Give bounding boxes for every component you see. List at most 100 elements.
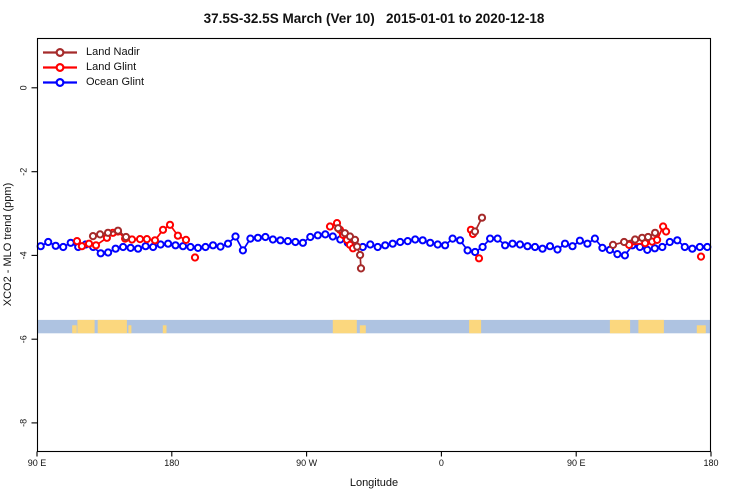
data-point-ocean-glint — [366, 240, 375, 249]
data-point-ocean-glint — [216, 242, 225, 251]
map-strip-land-patch — [696, 325, 706, 334]
data-point-ocean-glint — [268, 235, 277, 244]
data-point-land-glint — [84, 239, 94, 248]
y-tick-label: -4 — [19, 251, 29, 259]
data-point-ocean-glint — [306, 232, 315, 242]
y-tick-label: -8 — [19, 419, 29, 427]
data-point-ocean-glint — [44, 237, 53, 247]
data-point-ocean-glint — [515, 240, 525, 249]
data-point-ocean-glint — [156, 240, 165, 249]
data-point-ocean-glint — [695, 242, 704, 252]
map-strip-land-patch — [77, 319, 95, 334]
data-point-ocean-glint — [104, 248, 113, 257]
data-point-ocean-glint — [590, 234, 600, 243]
data-point-ocean-glint — [149, 242, 158, 252]
x-tick-label: 180 — [164, 458, 179, 468]
data-point-ocean-glint — [456, 236, 465, 245]
x-tick-label: 90 E — [28, 458, 47, 468]
data-point-land-glint — [662, 227, 671, 236]
x-tick-label: 0 — [439, 458, 444, 468]
legend-circle — [55, 62, 65, 73]
data-point-ocean-glint — [178, 242, 188, 251]
data-point-ocean-glint — [560, 239, 570, 248]
data-point-ocean-glint — [381, 241, 390, 250]
data-point-ocean-glint — [59, 242, 68, 252]
data-point-ocean-glint — [291, 237, 300, 247]
data-point-ocean-glint — [650, 244, 659, 253]
data-point-land-glint — [150, 236, 160, 245]
data-point-ocean-glint — [530, 242, 540, 252]
data-point-ocean-glint — [471, 247, 480, 257]
data-point-land-glint — [135, 235, 145, 244]
data-point-ocean-glint — [493, 234, 502, 243]
data-point-land-nadir — [350, 235, 360, 244]
data-point-land-glint — [72, 237, 82, 246]
data-point-land-nadir — [608, 240, 618, 249]
y-ticks — [31, 87, 37, 424]
data-point-land-glint — [474, 254, 484, 263]
data-point-ocean-glint — [658, 242, 667, 252]
data-point-land-glint — [158, 225, 168, 234]
map-strip-land-patch — [359, 325, 366, 334]
data-point-land-glint — [696, 252, 706, 261]
data-point-land-nadir — [121, 232, 131, 242]
data-point-ocean-glint — [673, 236, 682, 245]
data-point-ocean-glint — [703, 242, 712, 252]
plot-border — [36, 37, 712, 453]
data-point-ocean-glint — [261, 232, 270, 242]
data-point-ocean-glint — [598, 243, 607, 252]
data-point-ocean-glint — [111, 244, 120, 253]
data-point-ocean-glint — [373, 242, 382, 252]
data-point-ocean-glint — [418, 236, 427, 245]
data-point-ocean-glint — [66, 238, 75, 247]
data-point-ocean-glint — [201, 242, 210, 252]
data-point-ocean-glint — [141, 242, 150, 251]
data-point-ocean-glint — [545, 242, 555, 251]
legend: Land Nadir Land Glint Ocean Glint — [42, 45, 144, 90]
y-tick-labels: 0 -2 -4 -6 -8 — [19, 85, 29, 427]
data-point-land-nadir — [477, 213, 487, 222]
data-point-land-nadir — [356, 264, 366, 273]
data-point-ocean-glint — [620, 251, 630, 260]
data-point-land-glint — [142, 235, 151, 244]
map-strip-land-patch — [97, 319, 127, 334]
data-point-ocean-glint — [246, 234, 255, 243]
y-tick-label: -2 — [19, 168, 29, 176]
data-point-ocean-glint — [680, 242, 689, 252]
data-point-ocean-glint — [583, 239, 592, 248]
data-point-ocean-glint — [643, 245, 652, 254]
x-tick-label: 90 E — [567, 458, 586, 468]
data-point-ocean-glint — [51, 241, 60, 250]
data-point-land-glint — [181, 235, 191, 244]
data-point-land-nadir — [644, 232, 653, 242]
data-point-land-glint — [77, 242, 87, 251]
map-strip-land-patch — [638, 319, 664, 334]
data-point-land-nadir — [334, 224, 343, 233]
legend-item-ocean-glint: Ocean Glint — [42, 75, 144, 90]
data-point-ocean-glint — [313, 231, 322, 240]
data-point-ocean-glint — [478, 242, 487, 252]
map-strip-land-patch — [162, 325, 167, 334]
legend-marker-land-glint — [43, 62, 77, 73]
data-point-ocean-glint — [36, 242, 45, 251]
legend-circle — [55, 77, 65, 88]
y-axis-title: XCO2 - MLO trend (ppm) — [2, 183, 14, 306]
data-point-ocean-glint — [186, 242, 195, 252]
data-point-ocean-glint — [613, 250, 622, 259]
map-strip-land-patch — [332, 319, 357, 334]
data-point-land-nadir — [88, 232, 98, 241]
data-point-ocean-glint — [665, 237, 674, 247]
x-ticks — [36, 451, 712, 457]
data-point-land-nadir — [356, 250, 365, 260]
x-tick-labels: 90 E 180 90 W 0 90 E 180 — [28, 458, 719, 468]
data-point-land-glint — [173, 231, 182, 240]
data-point-ocean-glint — [568, 242, 577, 251]
data-point-ocean-glint — [448, 234, 457, 243]
legend-label: Land Glint — [86, 61, 137, 73]
data-point-land-glint — [653, 235, 662, 244]
data-point-ocean-glint — [193, 243, 203, 252]
x-axis-title: Longitude — [350, 477, 398, 489]
data-point-ocean-glint — [441, 241, 450, 250]
